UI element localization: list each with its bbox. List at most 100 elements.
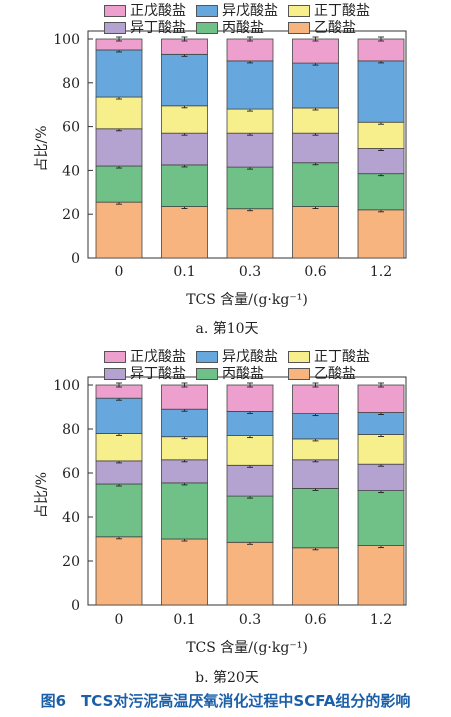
legend-item: 乙酸盐 [288, 366, 356, 382]
legend-item: 异戊酸盐 [196, 3, 278, 19]
legend-swatch [196, 368, 218, 380]
y-axis-label: 占比/% [34, 472, 50, 518]
bar-segment [95, 397, 143, 434]
bar-segment [357, 38, 405, 62]
legend-item: 正戊酸盐 [104, 3, 186, 19]
legend-swatch [196, 22, 218, 34]
panel-subcaption: b. 第20天 [195, 669, 259, 686]
bar-segment [226, 166, 274, 210]
legend-label: 异戊酸盐 [222, 3, 278, 19]
bar-segment [292, 107, 339, 134]
bar-segment [357, 209, 405, 259]
bar-segment [161, 105, 208, 134]
bar-segment [161, 53, 208, 107]
x-tick-label: 0.6 [304, 264, 326, 280]
bar-segment [226, 495, 274, 543]
bar-segment [357, 412, 405, 435]
x-tick-label: 0.3 [239, 612, 261, 628]
x-tick-label: 0 [115, 264, 124, 280]
bar-segment [95, 536, 143, 606]
x-tick-label: 1.2 [370, 612, 392, 628]
bar-segment [292, 438, 339, 461]
bar-segment [292, 132, 339, 164]
chart-panel-a: 0 20 40 60 80 100 占比/% 0 0.1 0.3 0.6 1.2 TCS 含量/(g·k… [34, 30, 407, 337]
legend-label: 正丁酸盐 [314, 3, 370, 19]
bar-segment [226, 38, 274, 62]
bar-segment [226, 435, 274, 466]
legend-swatch [104, 368, 126, 380]
y-tick-label: 0 [71, 598, 80, 614]
legend-item: 异丁酸盐 [104, 366, 186, 382]
y-axis-label: 占比/% [34, 125, 50, 171]
x-tick-label: 0 [115, 612, 124, 628]
legend-item: 异丁酸盐 [104, 20, 186, 36]
bar-segment [226, 410, 274, 436]
bar-segment [161, 384, 208, 410]
chart-panel-b: 0 20 40 60 80 100 占比/% 0 0.1 0.3 0.6 1.2 TCS 含量/(g·k… [34, 376, 407, 686]
bar-segment [95, 460, 143, 485]
bar-segment [357, 148, 405, 175]
legend-item: 乙酸盐 [288, 20, 356, 36]
y-tick-label: 40 [62, 163, 80, 179]
bar-segment [226, 384, 274, 412]
y-tick-label: 20 [62, 207, 80, 223]
bar-segment [95, 49, 143, 98]
y-tick-label: 60 [62, 466, 80, 482]
legend-label: 丙酸盐 [222, 20, 264, 36]
bar-segment [292, 413, 339, 440]
x-tick-label: 0.1 [173, 612, 195, 628]
bar-segment [292, 487, 339, 549]
legend-swatch [288, 22, 310, 34]
bar-segment [292, 459, 339, 489]
bar-segment [161, 132, 208, 166]
legend-label: 丙酸盐 [222, 366, 264, 382]
bar-segment [357, 490, 405, 547]
legend-swatch [288, 351, 310, 363]
bar-segment [292, 206, 339, 259]
y-tick-label: 80 [62, 76, 80, 92]
legend-item: 丙酸盐 [196, 20, 264, 36]
legend-item: 丙酸盐 [196, 366, 264, 382]
x-axis-label: TCS 含量/(g·kg⁻¹) [186, 292, 308, 308]
bar-segment [292, 384, 339, 415]
bar-segment [95, 483, 143, 538]
bar-segment [226, 464, 274, 497]
y-tick-label: 80 [62, 422, 80, 438]
legend-label: 正戊酸盐 [130, 349, 186, 365]
bar-segment [161, 164, 208, 207]
bar-segment [357, 384, 405, 413]
bar-segment [226, 60, 274, 110]
legend-item: 正丁酸盐 [288, 3, 370, 19]
bar-segment [226, 208, 274, 259]
bar-segment [226, 541, 274, 606]
legend-swatch [288, 368, 310, 380]
y-tick-label: 40 [62, 510, 80, 526]
bar-segment [226, 108, 274, 134]
y-tick-label: 20 [62, 554, 80, 570]
bar-segment [292, 62, 339, 109]
x-tick-label: 1.2 [370, 264, 392, 280]
bar-segment [357, 545, 405, 606]
legend-label: 正戊酸盐 [130, 3, 186, 19]
bar-segment [95, 128, 143, 167]
bar-segment [357, 463, 405, 492]
legend-label: 异丁酸盐 [130, 20, 186, 36]
bar-segment [161, 538, 208, 606]
bar-segment [357, 173, 405, 211]
bar-segment [95, 165, 143, 203]
y-tick-label: 0 [71, 251, 80, 267]
legend-swatch [288, 5, 310, 17]
y-tick-label: 60 [62, 120, 80, 136]
panel-subcaption: a. 第10天 [195, 320, 258, 337]
bar-segment [95, 96, 143, 130]
legend-swatch [104, 22, 126, 34]
x-axis-label: TCS 含量/(g·kg⁻¹) [186, 640, 308, 656]
legend-swatch [196, 5, 218, 17]
legend-label: 异戊酸盐 [222, 349, 278, 365]
bar-segment [357, 434, 405, 465]
y-tick-label: 100 [53, 378, 80, 394]
bar-segment [292, 38, 339, 64]
bar-segment [161, 206, 208, 259]
bar-segment [161, 482, 208, 540]
